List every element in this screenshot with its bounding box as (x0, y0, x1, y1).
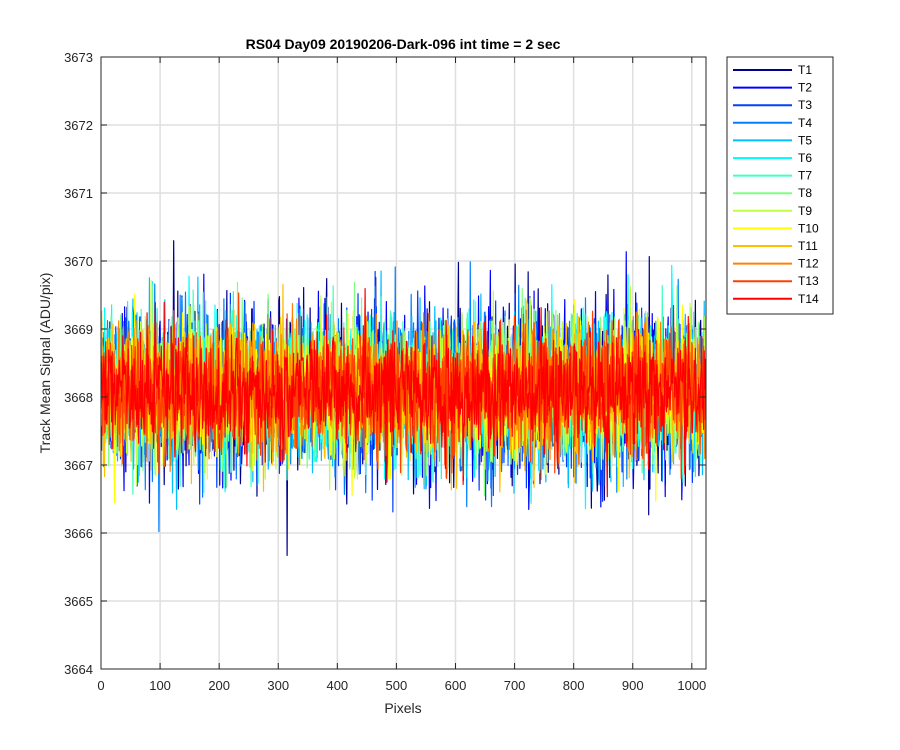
y-tick-label: 3668 (64, 390, 93, 405)
x-tick-labels: 0 100 200 300 400 500 600 700 800 900 1000 (97, 678, 706, 693)
x-tick-label: 0 (97, 678, 104, 693)
legend-label-t8: T8 (798, 186, 812, 200)
x-tick-label: 500 (386, 678, 408, 693)
x-tick-label: 600 (445, 678, 467, 693)
legend-label-t10: T10 (798, 221, 819, 235)
y-tick-label: 3671 (64, 186, 93, 201)
x-tick-label: 800 (563, 678, 585, 693)
x-tick-label: 900 (622, 678, 644, 693)
series-line-t14 (101, 288, 706, 498)
x-axis-title: Pixels (384, 700, 421, 716)
legend-label-t2: T2 (798, 81, 812, 95)
x-tick-label: 700 (504, 678, 526, 693)
legend-label-t9: T9 (798, 204, 812, 218)
y-tick-label: 3670 (64, 254, 93, 269)
x-tick-label: 200 (208, 678, 230, 693)
y-tick-label: 3666 (64, 526, 93, 541)
legend-label-t11: T11 (798, 239, 818, 253)
x-tick-label: 400 (326, 678, 348, 693)
legend-label-t7: T7 (798, 169, 812, 183)
legend-label-t6: T6 (798, 151, 812, 165)
plot-frame (100, 56, 707, 670)
legend-label-t5: T5 (798, 133, 812, 147)
legend-label-t3: T3 (798, 98, 812, 112)
x-tick-label: 300 (267, 678, 289, 693)
y-tick-label: 3672 (64, 118, 93, 133)
legend-label-t13: T13 (798, 274, 819, 288)
legend-box (726, 56, 834, 315)
y-tick-label: 3664 (64, 662, 93, 677)
legend-label-t4: T4 (798, 116, 812, 130)
chart-title: RS04 Day09 20190206-Dark-096 int time = … (246, 36, 561, 52)
y-tick-labels: 3664 3665 3666 3667 3668 3669 3670 3671 3672 3673 (64, 50, 93, 677)
legend-label-t14: T14 (798, 292, 819, 306)
series-lines (101, 240, 706, 556)
axis-ticks (100, 56, 706, 670)
y-axis-title: Track Mean Signal (ADU/pix) (37, 273, 53, 454)
y-tick-label: 3673 (64, 50, 93, 65)
legend-label-t1: T1 (798, 63, 812, 77)
y-tick-label: 3669 (64, 322, 93, 337)
x-tick-label: 100 (149, 678, 171, 693)
x-tick-label: 1000 (677, 678, 706, 693)
series-line-t13 (101, 292, 706, 479)
y-tick-label: 3667 (64, 458, 93, 473)
legend-label-t12: T12 (798, 257, 819, 271)
y-tick-label: 3665 (64, 594, 93, 609)
legend: T1 T2 T3 T4 T5 T6 T7 T8 T9 T10 T11 T12 T13 T14 (726, 56, 834, 315)
